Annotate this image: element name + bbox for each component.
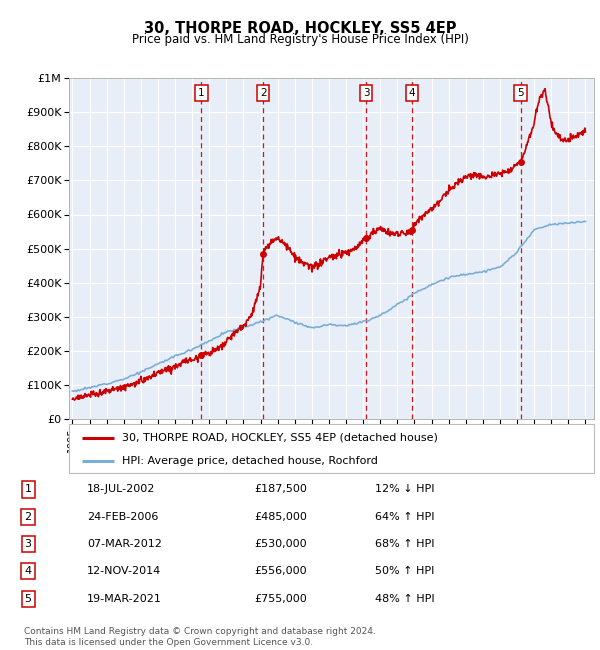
FancyBboxPatch shape [69,424,594,473]
Text: £485,000: £485,000 [254,512,307,522]
Text: 50% ↑ HPI: 50% ↑ HPI [375,566,434,577]
Text: 12-NOV-2014: 12-NOV-2014 [87,566,161,577]
Text: £187,500: £187,500 [254,484,307,495]
Text: 4: 4 [25,566,32,577]
Text: 5: 5 [25,593,32,604]
Text: 30, THORPE ROAD, HOCKLEY, SS5 4EP: 30, THORPE ROAD, HOCKLEY, SS5 4EP [144,21,456,36]
Text: 3: 3 [25,539,32,549]
Text: 3: 3 [363,88,370,98]
Text: 5: 5 [517,88,524,98]
Text: 2: 2 [25,512,32,522]
Text: Contains HM Land Registry data © Crown copyright and database right 2024.
This d: Contains HM Land Registry data © Crown c… [24,627,376,647]
Text: 68% ↑ HPI: 68% ↑ HPI [375,539,434,549]
Text: 1: 1 [198,88,205,98]
Text: £530,000: £530,000 [254,539,307,549]
Text: 4: 4 [409,88,416,98]
Text: 18-JUL-2002: 18-JUL-2002 [87,484,155,495]
Text: 64% ↑ HPI: 64% ↑ HPI [375,512,434,522]
Text: £556,000: £556,000 [254,566,307,577]
Text: 48% ↑ HPI: 48% ↑ HPI [375,593,434,604]
Text: 1: 1 [25,484,32,495]
Text: 24-FEB-2006: 24-FEB-2006 [87,512,158,522]
Text: HPI: Average price, detached house, Rochford: HPI: Average price, detached house, Roch… [121,456,377,466]
Text: Price paid vs. HM Land Registry's House Price Index (HPI): Price paid vs. HM Land Registry's House … [131,32,469,46]
Text: 30, THORPE ROAD, HOCKLEY, SS5 4EP (detached house): 30, THORPE ROAD, HOCKLEY, SS5 4EP (detac… [121,433,437,443]
Text: £755,000: £755,000 [254,593,307,604]
Text: 12% ↓ HPI: 12% ↓ HPI [375,484,434,495]
Text: 2: 2 [260,88,266,98]
Text: 19-MAR-2021: 19-MAR-2021 [87,593,162,604]
Text: 07-MAR-2012: 07-MAR-2012 [87,539,162,549]
